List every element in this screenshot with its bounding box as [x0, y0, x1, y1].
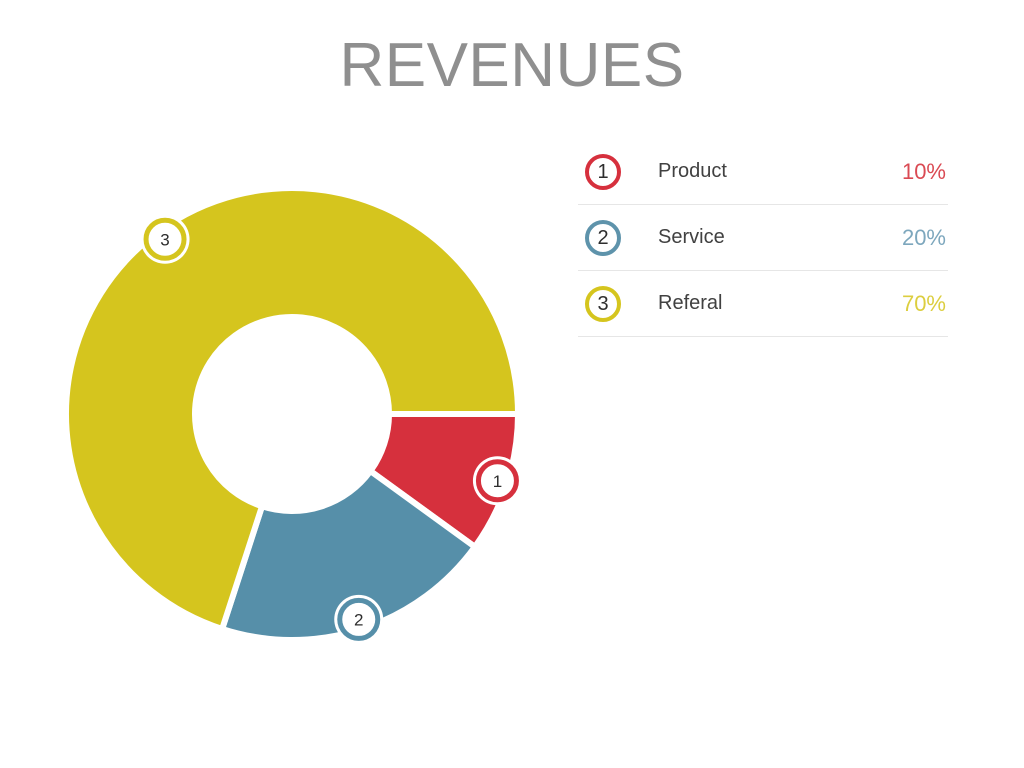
legend-value-product: 10%: [901, 158, 946, 184]
revenues-donut-chart: 1 2 3: [63, 185, 522, 644]
donut-marker-ring-3: [143, 217, 187, 261]
legend-badge-number: 3: [597, 292, 609, 315]
legend-badge-number: 1: [597, 160, 609, 183]
legend-row-2: 2 Service 20%: [578, 205, 948, 271]
donut-marker-number-1: 1: [493, 472, 502, 491]
page-title: REVENUES: [339, 31, 685, 100]
donut-segment-referal: [63, 185, 522, 633]
legend-value-service: 20%: [901, 224, 946, 250]
legend-badge-1: 1: [585, 153, 621, 190]
legend-label-referal: Referal: [658, 292, 723, 314]
donut-marker-number-2: 2: [354, 610, 363, 629]
legend-label-product: Product: [658, 160, 727, 182]
legend-row-1: 1 Product 10%: [578, 139, 948, 205]
legend-value-referal: 70%: [901, 290, 946, 316]
legend-badge-3: 3: [585, 285, 621, 322]
legend-badge-2: 2: [585, 219, 621, 256]
legend-label-service: Service: [658, 226, 725, 248]
legend: 1 Product 10% 2 Service 20% 3 Referal 70…: [578, 139, 948, 337]
donut-marker-ring-1: [475, 459, 519, 503]
donut-marker-number-3: 3: [160, 230, 169, 249]
donut-marker-ring-2: [337, 597, 381, 641]
legend-badge-number: 2: [597, 226, 609, 249]
donut-segment-service: [218, 466, 480, 643]
legend-row-3: 3 Referal 70%: [578, 271, 948, 337]
